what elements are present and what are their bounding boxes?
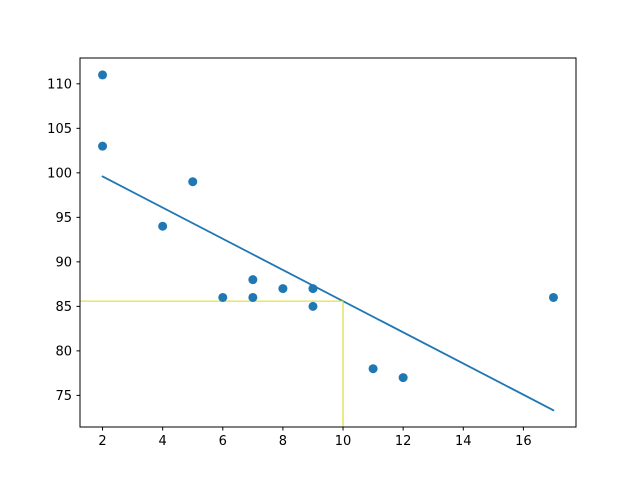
y-tick-label: 80	[55, 344, 72, 359]
plot-area	[80, 58, 576, 427]
x-tick-label: 2	[98, 434, 106, 449]
scatter-point	[398, 373, 408, 383]
y-tick-label: 90	[55, 255, 72, 270]
scatter-point	[248, 275, 258, 285]
x-tick-label: 16	[515, 434, 532, 449]
y-tick-label: 85	[55, 300, 72, 315]
y-tick-label: 75	[55, 389, 72, 404]
y-tick-label: 100	[47, 166, 72, 181]
x-tick-label: 4	[159, 434, 167, 449]
scatter-point	[98, 70, 108, 80]
scatter-point	[218, 292, 228, 302]
scatter-point	[278, 284, 288, 294]
x-tick-label: 12	[395, 434, 412, 449]
scatter-point	[98, 141, 108, 151]
scatter-point	[368, 364, 378, 374]
scatter-point	[248, 292, 258, 302]
regression-line	[101, 175, 555, 412]
scatter-point	[308, 301, 318, 311]
y-tick-label: 110	[47, 77, 72, 92]
scatter-point	[308, 284, 318, 294]
x-tick-label: 8	[279, 434, 287, 449]
x-tick-label: 6	[219, 434, 227, 449]
scatter-point	[188, 177, 198, 187]
scatter-point	[548, 292, 558, 302]
x-tick-label: 14	[455, 434, 472, 449]
scatter-point	[158, 221, 168, 231]
y-tick-label: 105	[47, 122, 72, 137]
y-tick-label: 95	[55, 211, 72, 226]
plot-frame	[79, 57, 577, 428]
x-tick-label: 10	[335, 434, 352, 449]
